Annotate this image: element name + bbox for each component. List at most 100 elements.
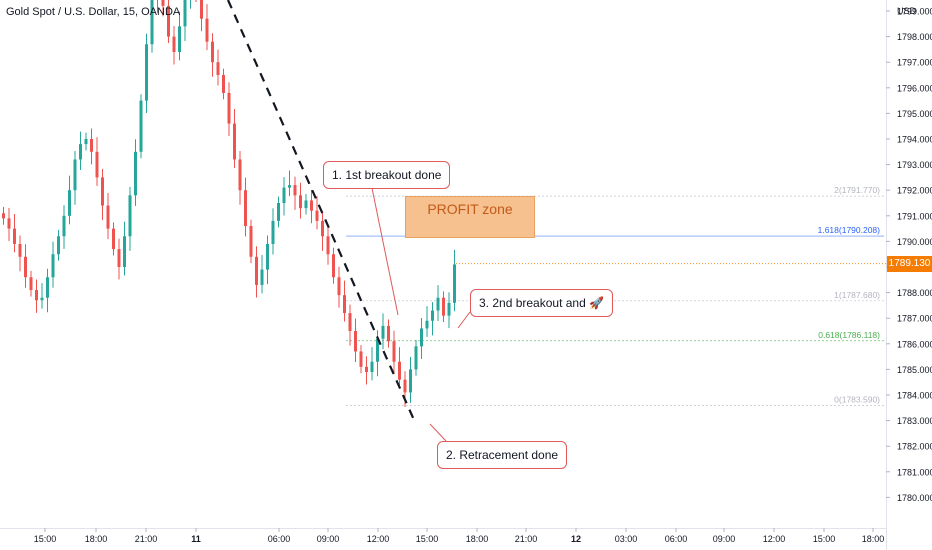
candle-body	[24, 256, 27, 278]
fib-level-label: 0(1783.590)	[834, 394, 880, 404]
candle-body	[260, 269, 264, 285]
candle-body	[304, 200, 308, 209]
x-tick-label: 18:00	[862, 534, 885, 544]
fib-level-label: 1.618(1790.208)	[818, 225, 881, 235]
candle-body	[376, 338, 379, 362]
y-tick-label: 1797.000	[897, 58, 932, 68]
y-tick-label: 1799.000	[897, 7, 932, 17]
y-tick-label: 1783.000	[897, 416, 932, 426]
candle-body	[68, 190, 71, 216]
candle-body	[172, 36, 176, 52]
callout-pointer-second	[457, 311, 471, 329]
candle-body	[321, 220, 324, 237]
candle-body	[447, 302, 451, 316]
candle-body	[348, 313, 352, 331]
candle-body	[354, 331, 357, 352]
candle-body	[222, 75, 225, 93]
callout-second-breakout[interactable]: 3. 2nd breakout and 🚀	[470, 289, 614, 317]
candle-body	[370, 361, 374, 372]
candle-body	[73, 159, 77, 191]
candle-body	[90, 139, 93, 152]
y-tick-label: 1780.000	[897, 493, 932, 503]
x-tick-label: 12:00	[367, 534, 390, 544]
callout-first-breakout[interactable]: 1. 1st breakout done	[323, 161, 451, 189]
candle-body	[134, 151, 137, 196]
axis-currency-label: USD	[897, 6, 917, 16]
candle-body	[425, 320, 429, 329]
chart-title: Gold Spot / U.S. Dollar, 15, OANDA	[6, 6, 181, 18]
candle-body	[277, 203, 280, 221]
candle-body	[35, 290, 38, 301]
candle-body	[29, 277, 33, 291]
y-tick-label: 1798.000	[897, 32, 932, 42]
fib-level-label: 0.618(1786.118)	[818, 330, 880, 340]
candle-body	[233, 123, 236, 160]
candle-body	[18, 243, 22, 257]
candle-body	[145, 44, 148, 101]
candle-body	[436, 297, 440, 311]
candle-body	[123, 236, 126, 267]
x-tick-label: 21:00	[515, 534, 538, 544]
x-tick-label: 06:00	[268, 534, 291, 544]
candle-body	[95, 151, 99, 178]
y-tick-label: 1782.000	[897, 442, 932, 452]
y-tick-label: 1794.000	[897, 135, 932, 145]
x-tick-label: 03:00	[615, 534, 638, 544]
x-tick-label: 12	[571, 534, 581, 544]
candle-body	[288, 185, 291, 188]
candle-body	[387, 325, 390, 342]
candle-body	[442, 297, 445, 316]
candle-body	[282, 187, 286, 203]
candle-body	[255, 256, 258, 285]
candle-body	[205, 18, 209, 42]
x-tick-label: 11	[191, 534, 201, 544]
y-tick-label: 1787.000	[897, 314, 932, 324]
candle-body	[293, 185, 297, 196]
x-tick-label: 15:00	[34, 534, 57, 544]
candle-body	[216, 62, 220, 75]
candle-body	[398, 361, 401, 380]
candle-body	[431, 310, 434, 321]
candle-body	[310, 200, 313, 211]
candle-body	[420, 328, 423, 347]
candle-body	[112, 228, 115, 250]
y-tick-label: 1796.000	[897, 83, 932, 93]
y-tick-label: 1791.000	[897, 211, 932, 221]
y-tick-label: 1781.000	[897, 467, 932, 477]
candle-body	[403, 379, 407, 393]
candle-body	[414, 346, 418, 370]
candle-body	[161, 0, 165, 6]
last-price-tag: 1789.130	[887, 255, 932, 272]
candle-body	[13, 228, 16, 244]
candle-body	[46, 277, 49, 298]
profit-zone: PROFIT zone	[405, 196, 535, 239]
candle-body	[150, 0, 154, 45]
candle-body	[106, 205, 110, 229]
candle-body	[84, 139, 88, 145]
candle-body	[332, 254, 335, 278]
y-tick-label: 1788.000	[897, 288, 932, 298]
x-tick-label: 09:00	[317, 534, 340, 544]
candle-body	[128, 195, 132, 237]
callout-retracement[interactable]: 2. Retracement done	[437, 441, 568, 469]
candle-body	[359, 351, 363, 367]
candle-body	[200, 0, 203, 19]
x-tick-label: 18:00	[466, 534, 489, 544]
y-tick-label: 1786.000	[897, 339, 932, 349]
candle-body	[249, 226, 253, 257]
y-tick-label: 1790.000	[897, 237, 932, 247]
fib-level-label: 1(1787.680)	[834, 290, 880, 300]
y-tick-label: 1784.000	[897, 391, 932, 401]
x-tick-label: 06:00	[665, 534, 688, 544]
candle-body	[365, 366, 368, 372]
fib-level-label: 2(1791.770)	[834, 185, 880, 195]
candle-body	[139, 100, 143, 152]
candle-body	[299, 195, 302, 209]
candle-body	[101, 177, 104, 206]
candle-body	[392, 341, 396, 362]
y-tick-label: 1793.000	[897, 160, 932, 170]
y-tick-label: 1785.000	[897, 365, 932, 375]
candle-body	[2, 213, 5, 219]
candle-body	[57, 236, 60, 255]
